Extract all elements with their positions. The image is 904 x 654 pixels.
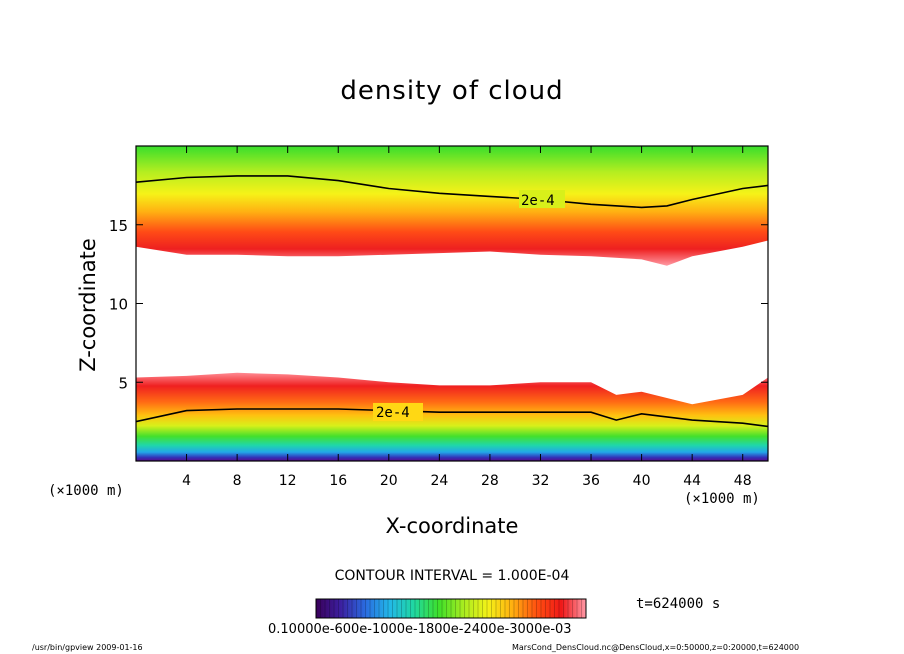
upper-contour-label-bg [519,190,565,208]
x-tick-label: 20 [380,473,398,489]
upper-contour-label: 2e-4 [521,193,555,209]
x-tick-label: 4 [182,473,191,489]
x-tick-label: 40 [633,473,651,489]
x-unit-label-left: (×1000 m) [48,483,124,499]
lower-contour-label-bg [373,403,423,421]
x-tick-label: 28 [481,473,499,489]
time-label: t=624000 s [636,596,721,612]
x-ticks: 4 8 12 16 20 24 28 32 36 40 44 48 [182,146,752,489]
footer-right: MarsCond_DensCloud.nc@DensCloud,x=0:5000… [512,643,800,652]
upper-contour-line [136,175,768,209]
y-tick-label: 10 [109,296,128,314]
lower-contour-label: 2e-4 [376,405,410,421]
footer-left: /usr/bin/gpview 2009-01-16 [32,643,143,652]
x-unit-label-right: (×1000 m) [684,491,760,507]
colorbar [315,598,587,619]
y-tick-label: 15 [109,217,128,235]
y-axis-label: Z-coordinate [76,238,100,372]
x-tick-label: 8 [233,473,242,489]
x-tick-label: 36 [582,473,600,489]
colorbar-labels: 0.10000e-600e-1000e-1800e-2400e-3000e-03 [268,622,572,637]
x-tick-label: 32 [532,473,550,489]
contour-interval-label: CONTOUR INTERVAL = 1.000E-04 [334,568,570,584]
upper-cloud-layer [136,146,768,266]
lower-contour-line [136,408,768,428]
y-tick-label: 5 [118,374,128,392]
colorbar-stripes [320,599,582,618]
x-tick-label: 48 [734,473,752,489]
x-axis-label: X-coordinate [385,514,519,538]
x-tick-label: 16 [329,473,347,489]
x-tick-label: 24 [430,473,448,489]
chart-title: density of cloud [340,76,564,106]
x-tick-label: 12 [279,473,297,489]
y-ticks: 5 10 15 [109,217,768,392]
x-tick-label: 44 [683,473,701,489]
lower-cloud-layer [136,372,768,461]
